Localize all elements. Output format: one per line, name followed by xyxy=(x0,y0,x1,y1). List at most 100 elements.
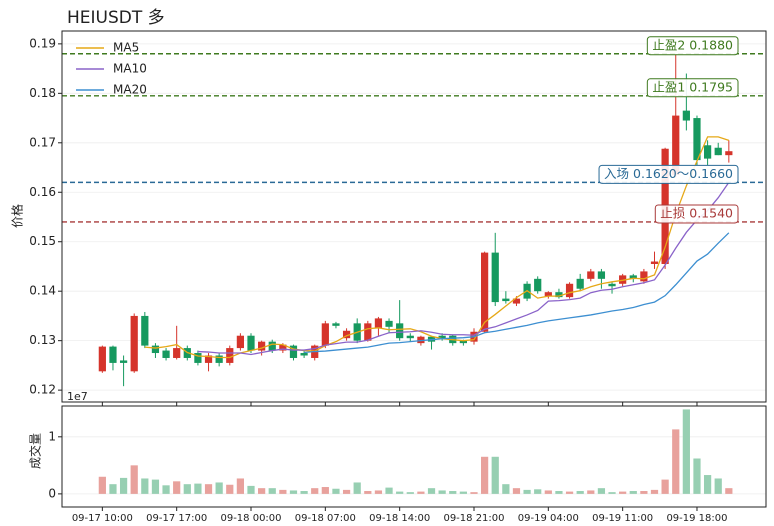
chart-title: HEIUSDT 多 xyxy=(67,8,165,28)
volume-bar xyxy=(725,488,733,494)
plot-frame xyxy=(61,30,767,403)
volume-bar xyxy=(194,483,202,494)
volume-bar xyxy=(427,488,436,494)
ma-line xyxy=(144,136,730,359)
volume-bar xyxy=(576,491,584,494)
volume-bar xyxy=(608,492,616,494)
candle-body xyxy=(438,335,446,339)
volume-bar xyxy=(512,488,521,494)
y-tick-label: 0.12 xyxy=(29,383,56,397)
candle-body xyxy=(173,348,181,358)
candle-body xyxy=(385,320,393,327)
candle-body xyxy=(236,335,244,349)
x-tick-label: 09-19 11:00 xyxy=(592,513,653,524)
level-label: 止损 0.1540 xyxy=(660,205,733,220)
volume-bar xyxy=(162,485,170,494)
candle-body xyxy=(544,292,552,297)
volume-bar xyxy=(555,491,563,494)
volume-bar xyxy=(236,478,244,494)
volume-bar xyxy=(279,489,287,494)
volume-axis-label: 成交量 xyxy=(28,433,43,469)
candle-body xyxy=(491,252,499,303)
volume-bar xyxy=(268,488,276,494)
candle-body xyxy=(119,360,128,363)
level-tag: 止损 0.1540 xyxy=(654,204,739,224)
candle-body xyxy=(481,252,489,332)
volume-bar xyxy=(534,489,542,494)
volume-bar xyxy=(502,484,510,494)
volume-bar xyxy=(491,456,499,494)
volume-bar xyxy=(247,485,255,494)
candle-body xyxy=(226,348,234,363)
volume-bar xyxy=(459,491,467,494)
candle-body xyxy=(565,283,574,298)
volume-bar xyxy=(640,491,648,494)
y-tick-label: 0.18 xyxy=(29,86,56,100)
x-tick-label: 09-19 04:00 xyxy=(518,513,579,524)
volume-bar xyxy=(703,475,712,494)
y-tick-label: 0.15 xyxy=(29,234,56,248)
volume-bar xyxy=(438,490,446,494)
x-tick-label: 09-19 18:00 xyxy=(666,513,727,524)
level-tag: 止盈1 0.1795 xyxy=(646,78,739,98)
volume-bar xyxy=(374,490,383,494)
volume-bar xyxy=(385,487,393,494)
level-tag: 止盈2 0.1880 xyxy=(646,36,739,56)
volume-bar xyxy=(481,456,489,494)
volume-bar xyxy=(406,492,414,494)
volume-bar xyxy=(204,484,213,494)
volume-y-tick-label: 1 xyxy=(48,429,56,443)
volume-bar xyxy=(215,482,223,494)
candle-body xyxy=(597,271,606,279)
level-label: 止盈1 0.1795 xyxy=(652,79,733,94)
candle-body xyxy=(332,323,340,326)
candle-body xyxy=(194,353,202,363)
x-tick-label: 09-17 17:00 xyxy=(146,513,207,524)
volume-frame xyxy=(61,405,767,508)
level-box xyxy=(598,164,739,184)
volume-bar xyxy=(151,479,160,494)
candle-body xyxy=(650,261,659,264)
volume-offset-label: 1e7 xyxy=(67,390,88,403)
candle-body xyxy=(502,298,510,302)
volume-bar xyxy=(353,482,361,494)
x-tick-label: 09-18 07:00 xyxy=(295,513,356,524)
ma-line xyxy=(304,232,730,354)
volume-bar xyxy=(141,478,149,494)
candle-body xyxy=(279,344,287,351)
candle-body xyxy=(247,335,255,351)
candle-body xyxy=(693,118,701,161)
candle-body xyxy=(576,278,584,289)
volume-bar xyxy=(183,484,191,494)
volume-bar xyxy=(650,489,659,494)
candle-body xyxy=(534,278,542,292)
candle-body xyxy=(703,145,712,159)
volume-bar xyxy=(258,488,266,494)
volume-bar xyxy=(300,491,308,494)
candle-body xyxy=(215,355,223,363)
candle-body xyxy=(258,341,266,351)
volume-bar xyxy=(565,491,574,494)
ma-line xyxy=(197,181,730,356)
legend-label: MA10 xyxy=(113,62,147,76)
candle-body xyxy=(289,345,298,358)
candle-body xyxy=(364,323,372,341)
volume-bar xyxy=(682,409,690,494)
candle-body xyxy=(300,353,308,356)
volume-bar xyxy=(597,488,606,494)
volume-bar xyxy=(321,487,329,494)
volume-bar xyxy=(470,492,478,494)
candle-body xyxy=(725,151,733,156)
candle-body xyxy=(555,292,563,298)
volume-bar xyxy=(109,484,117,494)
y-tick-label: 0.16 xyxy=(29,185,56,199)
candle-body xyxy=(640,271,648,282)
x-tick-label: 09-18 14:00 xyxy=(369,513,430,524)
candle-body xyxy=(130,315,138,372)
candle-body xyxy=(406,335,414,339)
volume-bar xyxy=(449,491,457,494)
candle-body xyxy=(608,283,616,287)
volume-bar xyxy=(714,478,722,494)
y-tick-label: 0.13 xyxy=(29,333,56,347)
level-box xyxy=(646,78,739,98)
